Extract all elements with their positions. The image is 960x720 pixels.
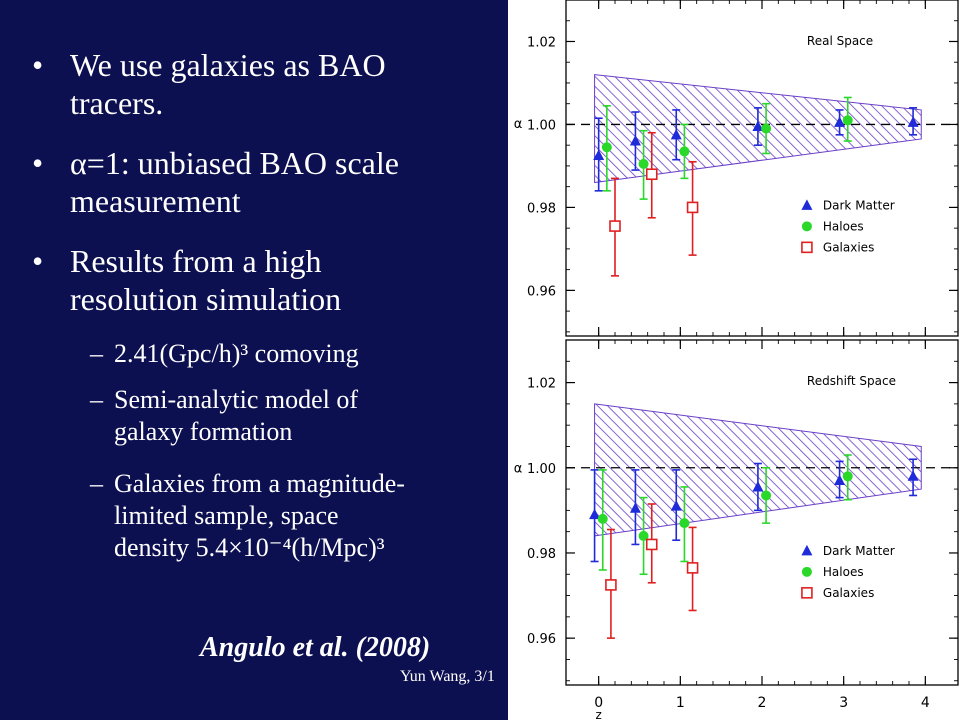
bullet-1: • We use galaxies as BAO tracers. (32, 46, 386, 122)
legend-label: Haloes (823, 219, 864, 233)
subbullet-2-line-1: Semi-analytic model of (114, 385, 359, 414)
bullet-2-line-2: measurement (70, 183, 241, 219)
data-point (609, 220, 621, 232)
legend-marker (801, 221, 812, 232)
data-point (605, 579, 617, 591)
legend-label: Dark Matter (823, 544, 895, 558)
y-tick-label: 1.02 (527, 35, 556, 50)
data-point (645, 538, 658, 551)
bullet-3-line-2: resolution simulation (70, 281, 342, 317)
data-point (597, 513, 608, 524)
y-tick-label: 0.96 (527, 284, 556, 299)
data-point (686, 201, 699, 214)
data-point (842, 115, 853, 126)
legend-label: Galaxies (823, 586, 874, 600)
x-tick-label: 4 (921, 695, 930, 711)
data-point (761, 123, 772, 134)
data-point (601, 142, 612, 153)
data-point (645, 168, 658, 181)
data-point (629, 135, 641, 146)
legend-label: Galaxies (823, 240, 874, 254)
data-point (679, 518, 690, 529)
data-point (670, 500, 682, 511)
data-point (907, 116, 919, 127)
data-point (593, 149, 605, 161)
subbullet-marker: – (90, 339, 103, 368)
legend-marker (801, 199, 813, 210)
legend-label: Dark Matter (823, 198, 895, 212)
subbullet-2-line-2: galaxy formation (114, 417, 293, 446)
bullet-1-line-1: We use galaxies as BAO (70, 47, 386, 83)
y-tick-label: 1.00 (527, 462, 556, 477)
alpha-vs-z-figure: 1.02 1.00 0.98 0.96 α Real Space Dark Matter Ha… (514, 0, 959, 720)
panel-title: Real Space (807, 34, 873, 48)
figure-panel: 1.02 1.00 0.98 0.96 α Real Space Dark Matter Ha… (508, 0, 960, 720)
data-point (679, 146, 690, 157)
subbullet-1-line-1: 2.41(Gpc/h)³ comoving (114, 339, 359, 368)
data-point (834, 116, 846, 127)
x-tick-label: 2 (758, 695, 767, 711)
y-axis-label: α (514, 462, 523, 477)
subbullet-marker: – (90, 385, 103, 414)
data-point (686, 562, 699, 574)
data-point (752, 480, 764, 492)
citation: Angulo et al. (2008) (200, 632, 431, 663)
y-tick-label: 1.02 (527, 377, 556, 392)
bullet-marker: • (32, 47, 44, 83)
legend-label: Haloes (823, 565, 864, 579)
legend-marker (801, 241, 813, 254)
data-point (842, 471, 853, 482)
legend-marker (801, 544, 813, 556)
legend-marker (801, 587, 813, 599)
x-tick-label: 3 (839, 695, 848, 711)
y-tick-label: 0.98 (527, 547, 556, 562)
x-tick-label: 1 (676, 695, 685, 711)
panel-2: 1.02 1.00 0.98 0.96 0 1 2 3 4 z α Redshift Space Dar… (514, 339, 959, 720)
data-point (589, 508, 601, 520)
subbullet-3-line-3: density 5.4×10⁻⁴(h/Mpc)³ (114, 533, 385, 562)
bullet-1-line-2: tracers. (70, 85, 164, 121)
y-axis-label: α (514, 117, 523, 132)
bullet-3-line-1: Results from a high (70, 243, 322, 279)
data-point (907, 470, 919, 481)
bullet-marker: • (32, 243, 44, 279)
data-point (638, 158, 649, 169)
x-axis-label: z (596, 708, 602, 720)
data-point (834, 474, 846, 486)
subbullet-2: – Semi-analytic model of galaxy formatio… (90, 384, 359, 448)
bullet-3: • Results from a high resolution simulat… (32, 242, 342, 318)
y-tick-label: 1.00 (527, 118, 556, 133)
panel-title: Redshift Space (807, 374, 896, 388)
subbullet-3-line-2: limited sample, space (114, 501, 339, 530)
bullet-2-line-1: α=1: unbiased BAO scale (70, 145, 399, 181)
subbullet-3-line-1: Galaxies from a magnitude- (114, 469, 405, 498)
subbullet-marker: – (90, 469, 103, 498)
y-tick-label: 0.98 (527, 201, 556, 216)
subbullet-3: – Galaxies from a magnitude- limited sam… (90, 468, 405, 564)
footer-text: Yun Wang, 3/1 (400, 668, 495, 685)
data-point (752, 120, 764, 132)
bullet-marker: • (32, 145, 44, 181)
data-point (670, 128, 682, 140)
panel-1: 1.02 1.00 0.98 0.96 α Real Space Dark Matter Ha… (514, 0, 959, 337)
legend-marker (801, 566, 812, 577)
x-tick-label: 0 (594, 695, 603, 711)
bullet-2: • α=1: unbiased BAO scale measurement (32, 144, 399, 220)
y-tick-label: 0.96 (527, 632, 556, 647)
data-point (761, 490, 772, 501)
data-point (629, 502, 641, 513)
subbullet-1: – 2.41(Gpc/h)³ comoving (90, 338, 359, 370)
data-point (638, 530, 649, 541)
